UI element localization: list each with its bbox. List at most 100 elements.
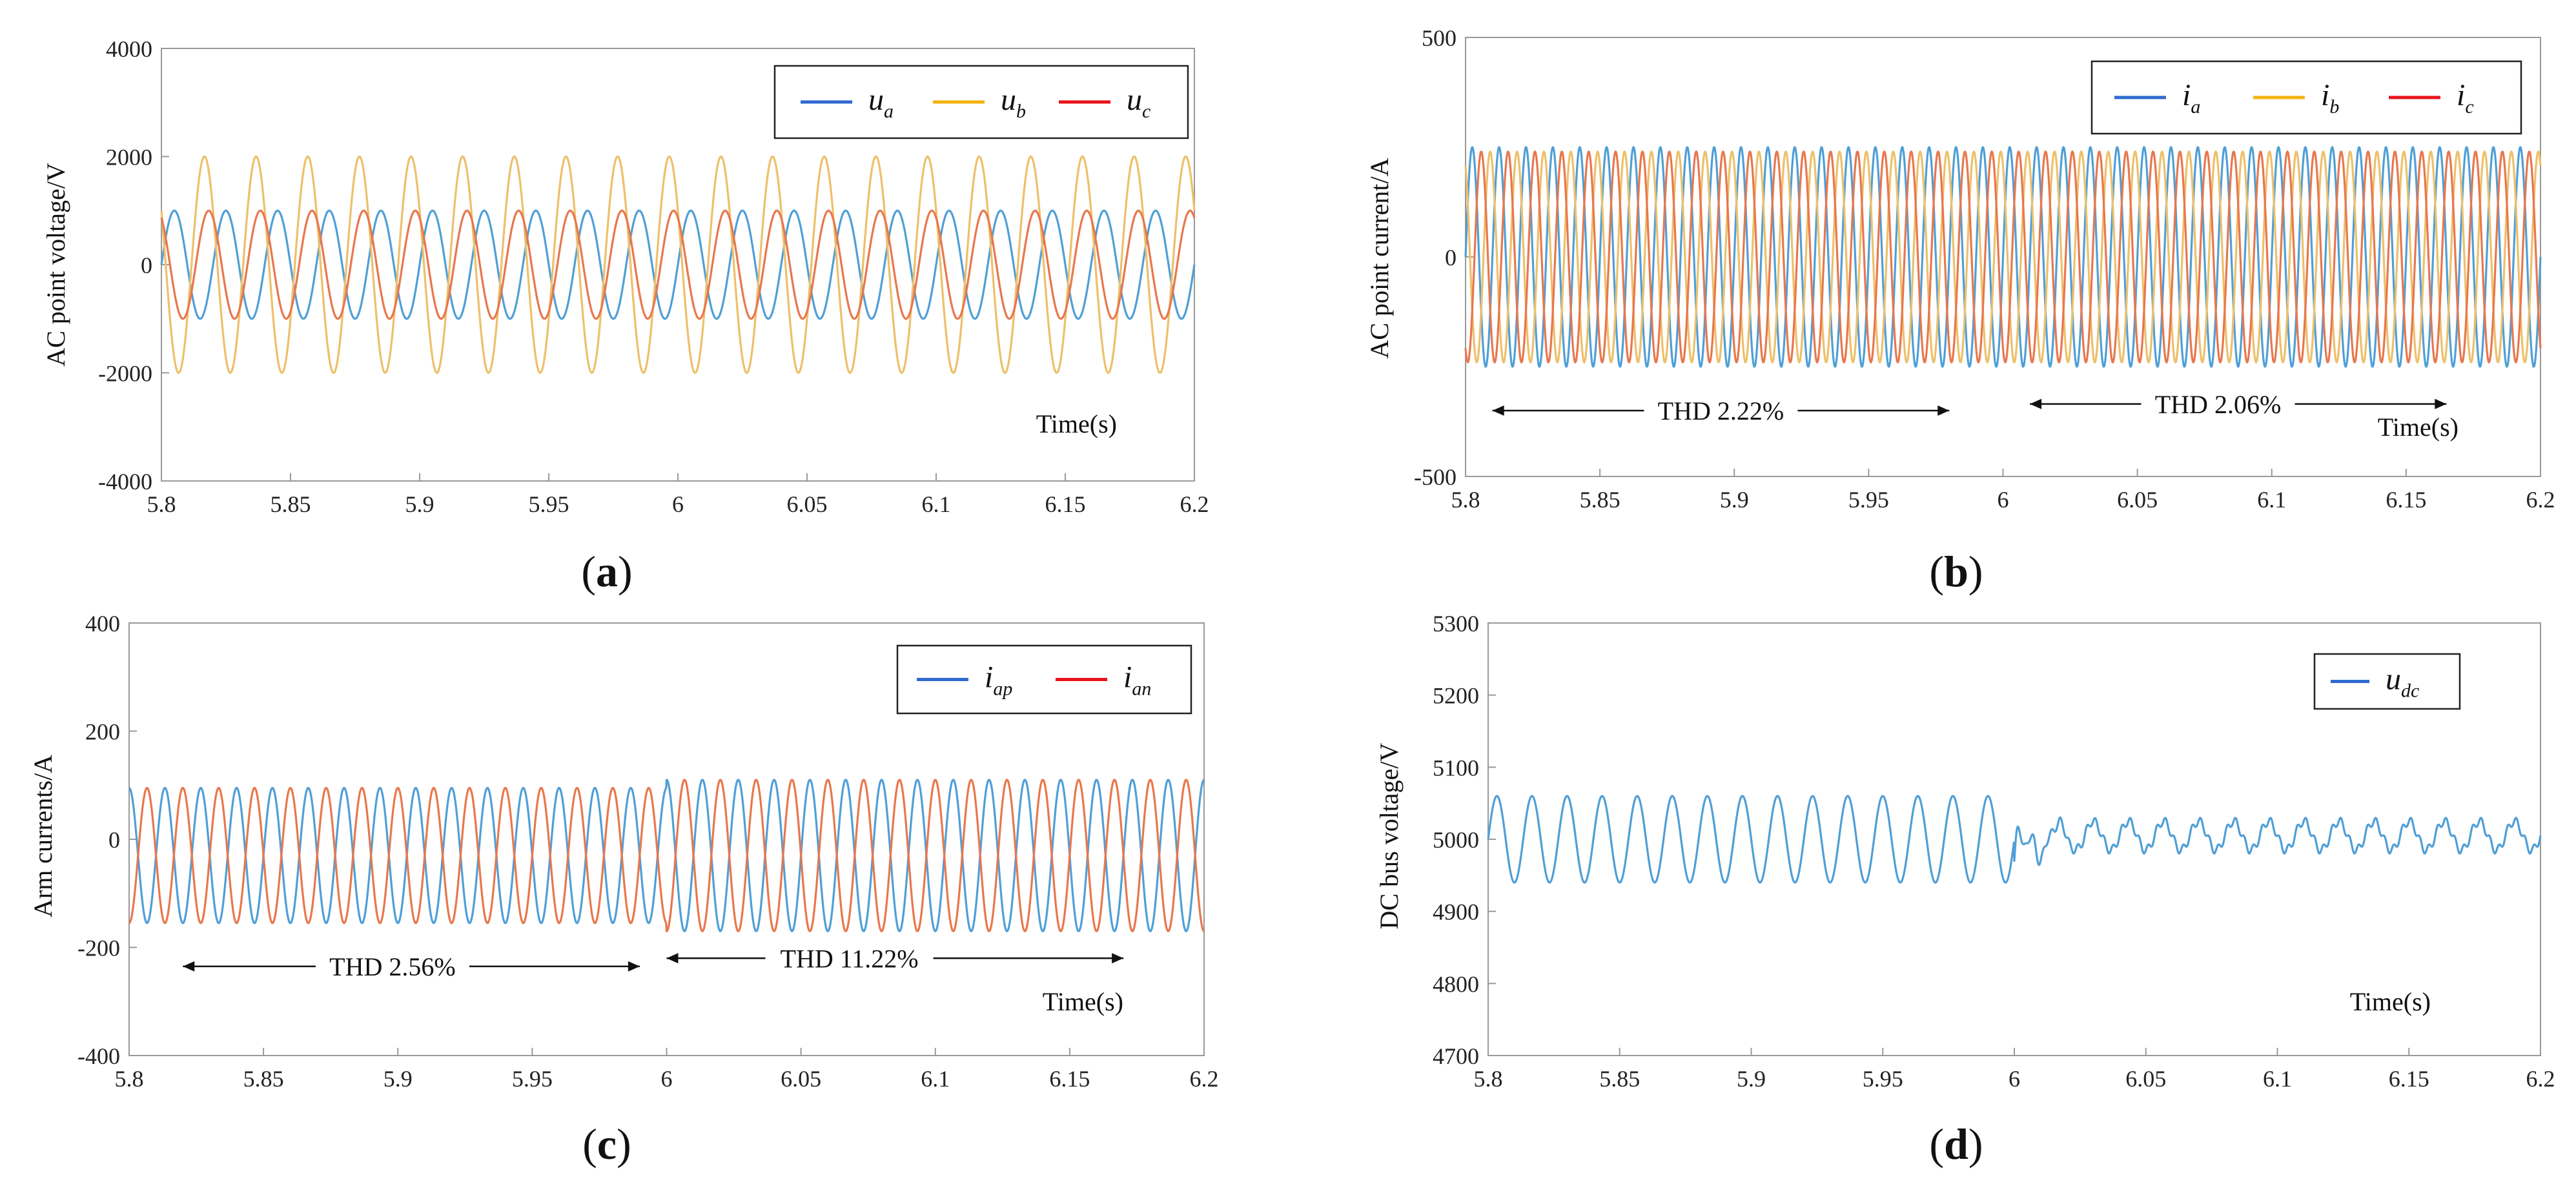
panel-a-ytick-label: 4000 [106,36,152,62]
panel-b-thd-annotation: THD 2.06% [2155,390,2282,419]
panel-c: Arm currents/A Time(s) (c) 5.8 5.85 5.9 5.9… [28,611,1219,1169]
panel-a-ytick-label: 2000 [106,145,152,170]
panel-a-xtick-label: 5.8 [147,491,176,517]
panel-d-legend-label: udc [2386,662,2419,702]
panel-c-arrowhead-left [183,961,195,972]
panel-a-series-u-a [160,209,1196,320]
panel-d-series-u-dc [1487,795,2542,884]
panel-b-xtick-label: 6 [1998,487,2009,513]
panel-b-thd-annotation: THD 2.22% [1658,396,1784,425]
panel-b-xtick-label: 5.8 [1451,487,1480,513]
panel-b-xtick-label: 6.2 [2526,487,2555,513]
panel-a-xlabel: Time(s) [1036,409,1117,438]
panel-b-xlabel: Time(s) [2378,413,2458,442]
panel-c-legend-label: iap [985,660,1012,700]
panel-a-legend-label: ub [1001,83,1026,122]
panel-a-sublabel: (a) [581,547,632,596]
panel-b-legend-label: ic [2457,78,2474,117]
panel-b-series-i-b [1464,150,2542,363]
panel-d-sublabel-letter: d [1944,1119,1968,1169]
panel-b-arrowhead-right [2435,398,2447,409]
panel-a-ytick-label: 0 [141,252,152,278]
panel-d-ytick-label: 4900 [1433,899,1479,925]
panel-c-xlabel: Time(s) [1043,987,1123,1016]
panel-c-ytick-label: -400 [77,1043,120,1069]
panel-d-xtick-label: 5.95 [1863,1066,1903,1092]
panel-c-sublabel-letter: c [597,1119,617,1169]
panel-d-ylabel: DC bus voltage/V [1375,742,1404,929]
panel-b-xtick-label: 6.05 [2117,487,2158,513]
panel-a-xtick-label: 6.2 [1180,491,1209,517]
panel-c-xtick-label: 6.15 [1049,1066,1090,1092]
panel-b-arrowhead-left [2030,398,2042,409]
panel-d-xtick-label: 6 [2009,1066,2020,1092]
panel-b-ylabel: AC point current/A [1365,158,1394,358]
panel-b-xtick-label: 5.95 [1848,487,1889,513]
panel-d-xtick-label: 6.15 [2389,1066,2429,1092]
panel-b-ytick-label: 0 [1445,245,1457,271]
panel-c-ylabel: Arm currents/A [28,755,57,917]
panel-c-ytick-label: 200 [85,719,120,745]
panel-d-xlabel: Time(s) [2350,987,2431,1016]
panel-d-xtick-label: 6.2 [2526,1066,2555,1092]
panel-c-xtick-label: 6.05 [781,1066,821,1092]
panel-a-series-u-c [160,209,1196,320]
panel-d-ytick-label: 4800 [1433,971,1479,997]
panel-b-arrowhead-right [1937,405,1950,416]
panel-c-legend-label: ian [1123,660,1151,700]
panel-c-xtick-label: 5.9 [383,1066,413,1092]
panel-b-legend-label: ia [2182,78,2200,117]
panel-a-xtick-label: 5.85 [271,491,311,517]
panel-d-ytick-label: 5100 [1433,755,1479,781]
panel-b-series-i-c [1464,150,2542,363]
panel-c-ytick-label: -200 [77,935,120,961]
panel-a-sublabel-letter: a [596,547,618,596]
panel-c-xtick-label: 5.8 [115,1066,144,1092]
panel-c-arrowhead-right [1112,953,1124,964]
panel-c-series-i-an [128,779,1205,932]
panel-c-series-i-ap [128,779,1205,932]
panel-b-xtick-label: 5.9 [1720,487,1749,513]
panel-c-ytick-label: 0 [108,827,120,853]
panel-d: DC bus voltage/V Time(s) (d) 5.8 5.85 5.9 5… [1375,611,2555,1169]
panel-b-legend-label: ib [2321,78,2339,117]
panel-c-xtick-label: 5.85 [243,1066,284,1092]
panel-d-xtick-label: 5.9 [1737,1066,1766,1092]
panel-c-thd-annotation: THD 11.22% [781,944,919,973]
panel-b-xtick-label: 5.85 [1580,487,1620,513]
panel-a-ytick-label: -2000 [98,361,152,387]
panel-a-xtick-label: 5.9 [405,491,434,517]
panel-d-ytick-label: 5300 [1433,611,1479,637]
panel-a-legend-label: ua [868,83,894,122]
panel-a-xtick-label: 5.95 [529,491,569,517]
panel-c-arrowhead-right [628,961,640,972]
panel-b-sublabel-letter: b [1944,547,1968,596]
panel-d-xtick-label: 5.85 [1599,1066,1640,1092]
panel-b-xtick-label: 6.15 [2386,487,2426,513]
panel-a-xtick-label: 6.05 [787,491,828,517]
panel-c-xtick-label: 6.1 [921,1066,950,1092]
panel-a-xtick-label: 6.1 [922,491,951,517]
panel-d-ytick-label: 5000 [1433,827,1479,853]
panel-b-sublabel: (b) [1929,547,1983,596]
panel-a: AC point voltage/V Time(s) (a) 5.8 5.85 5.… [41,36,1209,596]
panel-a-legend-label: uc [1127,83,1150,122]
panel-b-arrowhead-left [1492,405,1504,416]
panel-c-thd-annotation: THD 2.56% [329,952,456,981]
panel-c-sublabel: (c) [582,1119,631,1169]
panel-d-sublabel: (d) [1929,1119,1983,1169]
panel-a-xtick-label: 6.15 [1045,491,1086,517]
panel-d-xtick-label: 6.05 [2125,1066,2166,1092]
panel-c-ytick-label: 400 [85,611,120,637]
panel-b-xtick-label: 6.1 [2257,487,2286,513]
panel-a-ylabel: AC point voltage/V [41,163,70,367]
panel-b-ytick-label: 500 [1422,25,1457,51]
panel-c-arrowhead-left [666,953,679,964]
panel-b-series-i-a [1464,146,2542,368]
panel-c-xtick-label: 6.2 [1190,1066,1219,1092]
panel-c-xtick-label: 5.95 [512,1066,553,1092]
panel-a-series-u-b [160,155,1196,374]
panel-b: AC point current/A Time(s) (b) 5.8 5.85 5.… [1365,25,2555,596]
panel-d-xtick-label: 6.1 [2263,1066,2292,1092]
